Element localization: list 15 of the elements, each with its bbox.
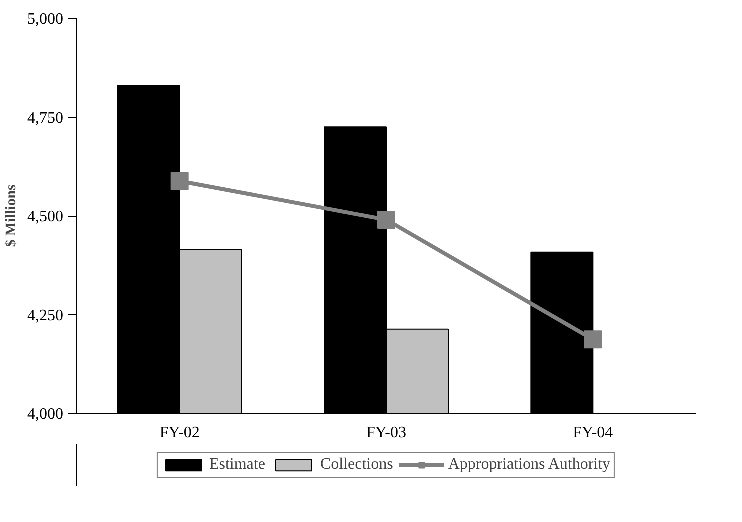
point [378, 210, 396, 229]
legend-label: Collections [320, 456, 394, 474]
x-tick-label: FY-02 [160, 424, 200, 442]
legend-label: Appropriations Authority [448, 456, 611, 474]
y-tick-label: 5,000 [28, 11, 64, 28]
x-tick-label: FY-03 [366, 424, 407, 442]
y-tick-label: 4,000 [28, 406, 64, 423]
x-tick-label: FY-04 [573, 424, 614, 442]
legend-label: Estimate [209, 456, 266, 474]
y-axis-title: $ Millions [4, 184, 20, 248]
y-tick-label: 4,500 [28, 208, 64, 226]
point [170, 172, 189, 190]
point [584, 330, 602, 349]
y-tick-label: 4,250 [28, 307, 64, 324]
y-tick-label: 4,750 [28, 110, 64, 127]
